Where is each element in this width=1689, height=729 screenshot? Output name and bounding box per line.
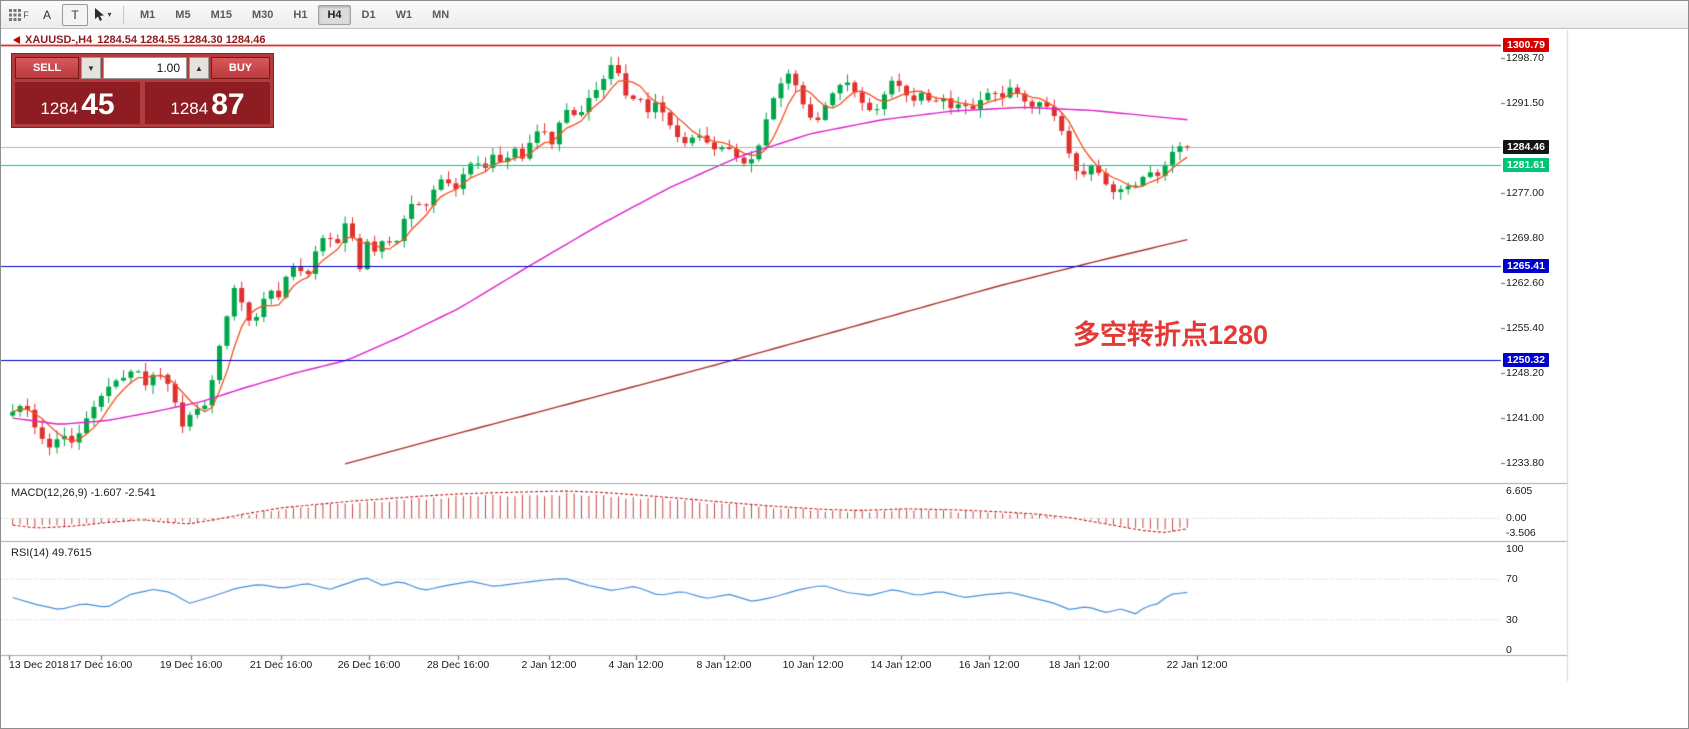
- text-annotation-tool-button[interactable]: A: [34, 4, 60, 26]
- price-tick-label: 1255.40: [1506, 322, 1544, 335]
- price-tick-label: 1291.50: [1506, 96, 1544, 109]
- chevron-up-icon: ▲: [195, 63, 203, 73]
- time-axis-label: 17 Dec 16:00: [69, 659, 133, 671]
- cursor-tool-button[interactable]: ▾: [90, 4, 116, 26]
- time-axis-label: 18 Jan 12:00: [1048, 659, 1110, 671]
- time-axis-label: 14 Jan 12:00: [870, 659, 932, 671]
- sell-button[interactable]: SELL: [15, 57, 79, 79]
- text-annotation-tool-label: A: [42, 7, 51, 22]
- sell-price-pips: 45: [81, 88, 115, 121]
- rsi-tick-label: 100: [1506, 542, 1524, 555]
- rsi-tick-label: 70: [1506, 573, 1518, 586]
- sell-price-main: 1284: [40, 99, 79, 118]
- macd-tick-label: 0.00: [1506, 512, 1527, 525]
- text-label-tool-label: T: [71, 7, 79, 22]
- cursor-icon: [95, 8, 105, 21]
- sell-quote-button[interactable]: 1284 45: [15, 82, 140, 124]
- rsi-tick-label: 30: [1506, 613, 1518, 626]
- price-line-badge: 1284.46: [1503, 139, 1549, 154]
- rsi-value: 49.7615: [51, 547, 92, 559]
- chart-text-annotation[interactable]: 多空转折点1280: [1073, 320, 1269, 350]
- timeframe-button-mn[interactable]: MN: [432, 8, 450, 21]
- time-axis-label: 19 Dec 16:00: [159, 659, 223, 671]
- macd-tick-label: -3.506: [1506, 526, 1536, 539]
- timeframe-button-m15[interactable]: M15: [210, 8, 232, 21]
- price-tick-label: 1248.20: [1506, 367, 1544, 380]
- volume-dropdown-button[interactable]: ▼: [81, 57, 101, 79]
- grid-icon: [9, 8, 22, 21]
- time-axis-label: 26 Dec 16:00: [337, 659, 401, 671]
- price-tick-label: 1262.60: [1506, 277, 1544, 290]
- timeframe-button-w1[interactable]: W1: [395, 8, 413, 21]
- time-axis-label: 13 Dec 2018: [9, 659, 69, 671]
- symbol-header: XAUUSD-,H4 1284.54 1284.55 1284.30 1284.…: [13, 34, 265, 46]
- timeframe-button-h4[interactable]: H4: [318, 4, 351, 25]
- chevron-down-icon: ▼: [87, 63, 95, 73]
- chevron-down-icon: ▾: [107, 10, 112, 19]
- time-axis-label: 4 Jan 12:00: [608, 659, 664, 671]
- time-axis-label: 16 Jan 12:00: [958, 659, 1020, 671]
- price-tick-label: 1277.00: [1506, 187, 1544, 200]
- price-line-badge: 1250.32: [1503, 352, 1549, 367]
- chart-toolbar: F A T ▾ M1 M5 M15 M30 H1 H4 D1 W1 MN: [1, 1, 1688, 29]
- price-line-badge: 1281.61: [1503, 157, 1549, 172]
- timeframe-button-group: M1 M5 M15 M30 H1 H4 D1 W1 MN: [130, 4, 459, 25]
- price-line-badge: 1265.41: [1503, 258, 1549, 273]
- price-line-badge: 1300.79: [1503, 37, 1549, 52]
- time-axis-label: 8 Jan 12:00: [696, 659, 752, 671]
- text-label-tool-button[interactable]: T: [62, 3, 88, 26]
- timeframe-button-h1[interactable]: H1: [293, 8, 308, 21]
- time-axis-label: 21 Dec 16:00: [249, 659, 313, 671]
- timeframe-button-m5[interactable]: M5: [175, 8, 191, 21]
- toolbar-separator: [123, 5, 124, 24]
- time-axis-label: 10 Jan 12:00: [782, 659, 844, 671]
- macd-name: MACD(12,26,9): [11, 487, 88, 499]
- symbol-ohlc: 1284.54 1284.55 1284.30 1284.46: [97, 34, 266, 46]
- rsi-indicator-label: RSI(14) 49.7615: [11, 547, 92, 559]
- price-tick-label: 1298.70: [1506, 52, 1544, 65]
- macd-tick-label: 6.605: [1506, 485, 1533, 497]
- macd-indicator-label: MACD(12,26,9) -1.607 -2.541: [11, 487, 156, 499]
- symbol-name: XAUUSD-,H4: [25, 34, 93, 46]
- macd-values: -1.607 -2.541: [90, 487, 156, 499]
- time-axis-label: 2 Jan 12:00: [521, 659, 577, 671]
- buy-quote-button[interactable]: 1284 87: [145, 82, 270, 124]
- time-axis-label: 22 Jan 12:00: [1166, 659, 1228, 671]
- time-axis-label: 28 Dec 16:00: [426, 659, 490, 671]
- price-tick-label: 1269.80: [1506, 232, 1544, 245]
- buy-button[interactable]: BUY: [211, 57, 270, 79]
- timeframe-button-d1[interactable]: D1: [361, 8, 376, 21]
- rsi-name: RSI(14): [11, 547, 49, 559]
- buy-price-pips: 87: [211, 88, 245, 121]
- volume-input[interactable]: [103, 57, 187, 79]
- rsi-tick-label: 0: [1506, 644, 1512, 656]
- price-tick-label: 1241.00: [1506, 412, 1544, 425]
- grid-tool-button[interactable]: F: [6, 4, 32, 26]
- price-tick-label: 1233.80: [1506, 457, 1544, 470]
- timeframe-button-m1[interactable]: M1: [140, 8, 156, 21]
- volume-increment-button[interactable]: ▲: [189, 57, 209, 79]
- buy-price-main: 1284: [170, 99, 209, 118]
- symbol-marker-icon: [13, 36, 20, 44]
- timeframe-button-m30[interactable]: M30: [251, 8, 274, 21]
- grid-tool-label: F: [23, 9, 29, 20]
- one-click-trade-panel: SELL ▼ ▲ BUY 1284 45 1284 87: [11, 53, 274, 128]
